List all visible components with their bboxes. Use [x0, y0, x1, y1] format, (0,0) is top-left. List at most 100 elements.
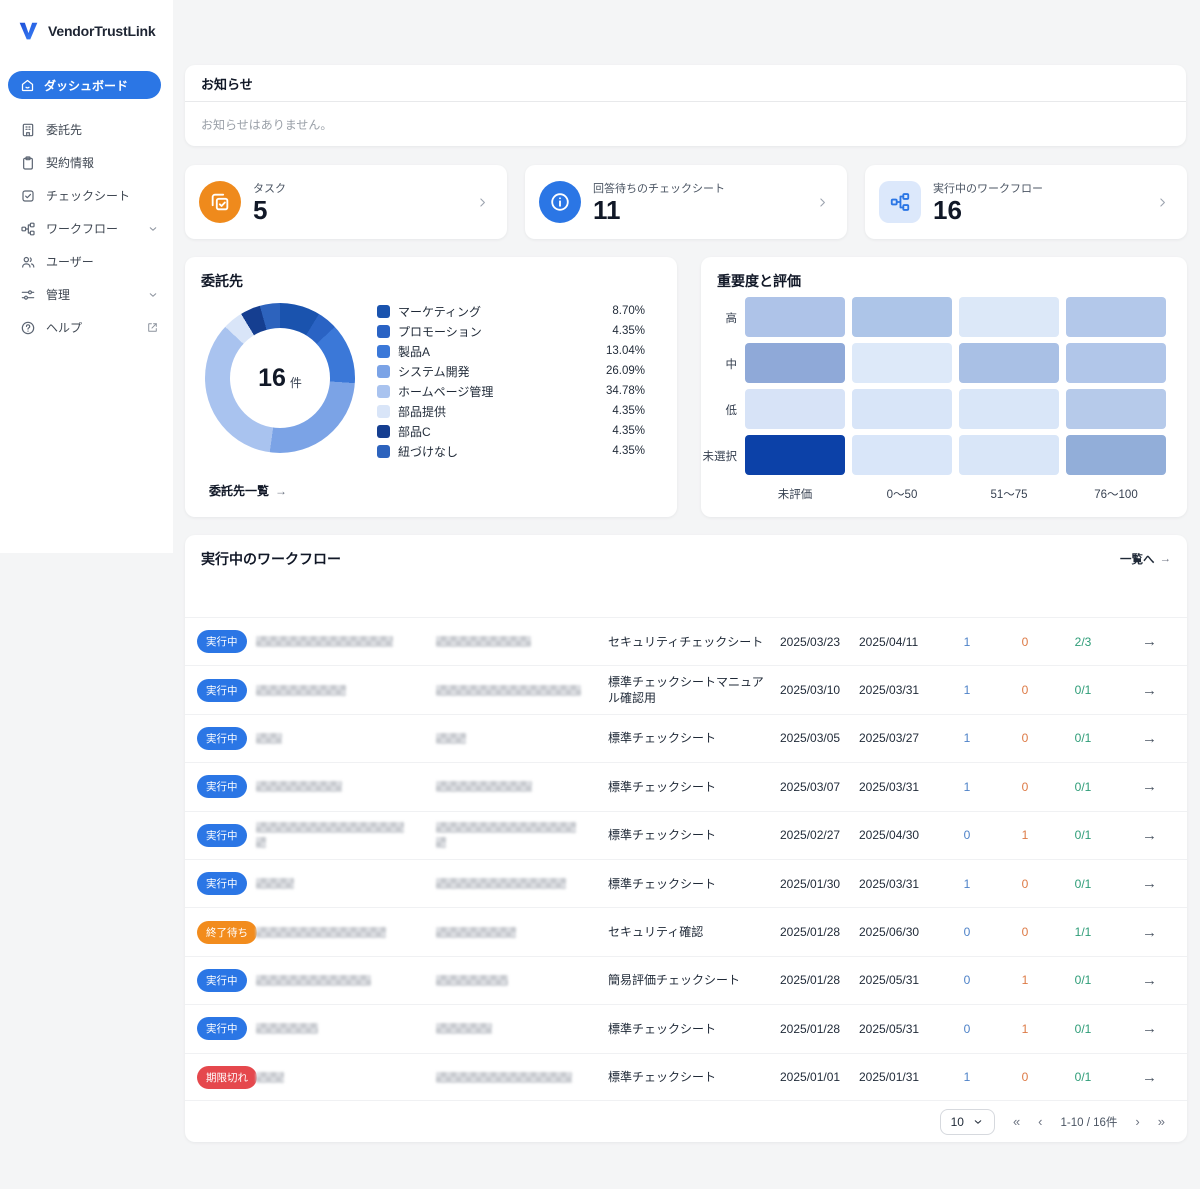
- count-overdue: 1: [1021, 828, 1029, 843]
- prev-page-button[interactable]: ‹: [1038, 1114, 1043, 1129]
- next-page-button[interactable]: ›: [1135, 1114, 1140, 1129]
- status-cell: 実行中: [185, 872, 256, 896]
- app-logo-text: VendorTrustLink: [48, 22, 156, 39]
- legend-percent: 26.09%: [605, 365, 645, 377]
- workflows-table-body: 実行中 セキュリティチェックシート 2025/03/23 2025/04/11 1 0 2/…: [185, 617, 1187, 1101]
- redacted-text: [256, 1071, 284, 1083]
- announcement-empty-message: お知らせはありません。: [201, 118, 333, 132]
- sidebar-item-0[interactable]: 委託先: [0, 113, 173, 146]
- heatmap-cell-低-未評価[interactable]: [745, 389, 845, 429]
- app-logo[interactable]: VendorTrustLink: [0, 0, 173, 53]
- last-page-button[interactable]: »: [1157, 1114, 1165, 1129]
- progress-fraction: 0/1: [1074, 828, 1092, 843]
- checksheet-name: セキュリティチェックシート: [608, 634, 764, 649]
- due-date: 2025/06/30: [859, 925, 920, 940]
- pagination-bar: 10 « ‹ 1-10 / 16件 › »: [185, 1100, 1187, 1142]
- count-overdue: 0: [1021, 779, 1029, 794]
- workflow-table-row[interactable]: 実行中 簡易評価チェックシート 2025/01/28 2025/05/31 0 1 0/1 →: [185, 955, 1187, 1004]
- workflow-table-row[interactable]: 実行中 標準チェックシート 2025/01/28 2025/05/31 0 1 0/1 →: [185, 1004, 1187, 1052]
- page-size-select[interactable]: 10: [939, 1108, 995, 1135]
- heatmap-cell-中-51〜75[interactable]: [959, 343, 1059, 383]
- open-row-arrow[interactable]: →: [1142, 1068, 1157, 1086]
- tasks-stat-card[interactable]: タスク 5: [185, 165, 507, 239]
- sidebar-item-label: ダッシュボード: [44, 78, 129, 93]
- workflow-table-row[interactable]: 実行中 セキュリティチェックシート 2025/03/23 2025/04/11 1 0 2/…: [185, 617, 1187, 665]
- sidebar-item-dashboard[interactable]: ダッシュボード: [8, 71, 161, 99]
- workflow-table-row[interactable]: 実行中 標準チェックシート 2025/02/27 2025/04/30 0 1 0/1 →: [185, 810, 1187, 859]
- arrow-right-icon: →: [1159, 553, 1172, 565]
- workflow-table-row[interactable]: 終了待ち セキュリティ確認 2025/01/28 2025/06/30 0 0 1/1 →: [185, 907, 1187, 955]
- redacted-text: [256, 878, 294, 890]
- count-pending: 0: [963, 828, 971, 843]
- heatmap-cell-高-76〜100[interactable]: [1066, 297, 1166, 337]
- app-logo-icon: [19, 22, 38, 40]
- heatmap-cell-中-0〜50[interactable]: [852, 343, 952, 383]
- sidebar-item-label: ヘルプ: [46, 321, 83, 335]
- sidebar-item-3[interactable]: ワークフロー: [0, 212, 173, 245]
- workflow-table-row[interactable]: 実行中 標準チェックシート 2025/01/30 2025/03/31 1 0 0/1 →: [185, 858, 1187, 907]
- running-workflows-stat-card[interactable]: 実行中のワークフロー 16: [865, 165, 1187, 239]
- chevron-right-icon: [1160, 197, 1165, 207]
- status-cell: 終了待ち: [185, 920, 257, 944]
- vendors-card-title: 委託先: [201, 273, 243, 289]
- status-badge: 実行中: [197, 726, 247, 750]
- open-row-arrow[interactable]: →: [1142, 923, 1157, 941]
- open-row-arrow[interactable]: →: [1142, 633, 1157, 651]
- sidebar-item-2[interactable]: チェックシート: [0, 179, 173, 212]
- pagination-range-label: 1-10 / 16件: [1060, 1116, 1118, 1129]
- count-pending: 0: [963, 1021, 971, 1036]
- count-pending: 1: [963, 779, 971, 794]
- sidebar-item-label: 委託先: [46, 123, 83, 137]
- sidebar-item-label: 管理: [46, 288, 71, 302]
- sidebar-item-5[interactable]: 管理: [0, 278, 173, 311]
- workflow-table-row[interactable]: 実行中 標準チェックシート 2025/03/05 2025/03/27 1 0 0/1 →: [185, 713, 1187, 762]
- workflow-table-row[interactable]: 実行中 標準チェックシートマニュアル確認用 2025/03/10 2025/03/31…: [185, 665, 1187, 713]
- heatmap-cell-高-未評価[interactable]: [745, 297, 845, 337]
- workflow-icon: [21, 222, 35, 235]
- sidebar: VendorTrustLink ダッシュボード 委託先契約情報 チェックシート ワー…: [0, 0, 173, 553]
- info-icon: [539, 181, 581, 223]
- status-badge: 実行中: [197, 968, 247, 992]
- pending-checksheets-stat-card[interactable]: 回答待ちのチェックシート 11: [525, 165, 847, 239]
- heatmap-cell-高-51〜75[interactable]: [959, 297, 1059, 337]
- donut-center: 16 件: [230, 328, 330, 428]
- open-row-arrow[interactable]: →: [1142, 681, 1157, 699]
- open-row-arrow[interactable]: →: [1142, 971, 1157, 989]
- open-row-arrow[interactable]: →: [1142, 729, 1157, 747]
- first-page-button[interactable]: «: [1012, 1114, 1021, 1129]
- heatmap-cell-低-0〜50[interactable]: [852, 389, 952, 429]
- redacted-text: [256, 781, 342, 793]
- vendor-name-cell: [436, 781, 608, 793]
- sidebar-item-1[interactable]: 契約情報: [0, 146, 173, 179]
- heatmap-cell-中-76〜100[interactable]: [1066, 343, 1166, 383]
- redacted-text: [256, 974, 371, 986]
- workflow-name-cell: [256, 1023, 436, 1035]
- chevron-right-icon: [816, 196, 829, 209]
- open-row-arrow[interactable]: →: [1142, 1020, 1157, 1038]
- workflow-name-cell: [256, 974, 436, 986]
- vendors-list-link[interactable]: 委託先一覧 →: [209, 482, 287, 499]
- workflows-list-link[interactable]: 一覧へ →: [1120, 551, 1171, 567]
- redacted-text: [436, 926, 516, 938]
- count-overdue: 0: [1021, 634, 1029, 649]
- start-date: 2025/01/28: [780, 925, 841, 940]
- workflow-table-row[interactable]: 期限切れ 標準チェックシート 2025/01/01 2025/01/31 1 0 0/1 →: [185, 1052, 1187, 1101]
- heatmap-cell-中-未評価[interactable]: [745, 343, 845, 383]
- heatmap-cell-未選択-51〜75[interactable]: [959, 435, 1059, 475]
- heatmap-cell-低-76〜100[interactable]: [1066, 389, 1166, 429]
- sidebar-item-6[interactable]: ヘルプ: [0, 311, 173, 344]
- heatmap-cell-未選択-未評価[interactable]: [745, 435, 845, 475]
- vendors-card: 委託先 16 件 マーケティング 8.70% プロモーション 4.35% 製品A 13.0…: [185, 257, 677, 517]
- open-row-arrow[interactable]: →: [1142, 875, 1157, 893]
- due-date: 2025/01/31: [859, 1070, 920, 1085]
- heatmap-cell-未選択-0〜50[interactable]: [852, 435, 952, 475]
- heatmap-cell-未選択-76〜100[interactable]: [1066, 435, 1166, 475]
- workflow-table-row[interactable]: 実行中 標準チェックシート 2025/03/07 2025/03/31 1 0 0/1 →: [185, 762, 1187, 810]
- heatmap-cell-低-51〜75[interactable]: [959, 389, 1059, 429]
- heatmap-col-label: 76〜100: [1094, 489, 1138, 501]
- open-row-arrow[interactable]: →: [1142, 826, 1157, 844]
- open-row-arrow[interactable]: →: [1142, 778, 1157, 796]
- redacted-text: [256, 926, 386, 938]
- sidebar-item-4[interactable]: ユーザー: [0, 245, 173, 278]
- heatmap-cell-高-0〜50[interactable]: [852, 297, 952, 337]
